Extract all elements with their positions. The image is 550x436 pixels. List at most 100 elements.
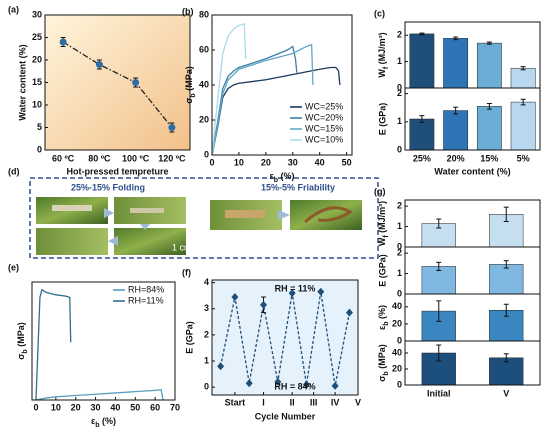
y-tick-label: 0 xyxy=(397,379,402,389)
y-tick-label: 0 xyxy=(204,149,209,159)
legend-label: WC=25% xyxy=(305,101,343,111)
marker xyxy=(274,377,282,386)
bar xyxy=(443,110,469,151)
series-line xyxy=(219,291,351,386)
y-axis-label: Wf (MJ/m³) xyxy=(377,32,390,77)
marker xyxy=(260,300,268,309)
y-axis-label: εb (%) xyxy=(377,305,390,330)
label-part: f xyxy=(383,66,390,69)
plot-frame xyxy=(44,14,191,151)
plot-frame xyxy=(404,87,541,151)
label-part: W xyxy=(377,237,387,246)
plot-background xyxy=(45,15,190,150)
marker xyxy=(59,38,67,46)
y-tick-label: 5 xyxy=(37,122,42,132)
x-tick-label: 100 ºC xyxy=(122,153,150,163)
legend-label: WC=20% xyxy=(305,112,343,122)
y-tick-label: 1 xyxy=(397,116,402,126)
x-axis-label: Cycle Number xyxy=(255,411,316,421)
y-tick-label: 0 xyxy=(397,82,402,92)
x-tick-label: 10 xyxy=(234,157,244,167)
panel-label: (a) xyxy=(8,4,19,14)
x-tick-label: IV xyxy=(331,397,340,407)
label-part: σ xyxy=(16,354,26,360)
label-part: b xyxy=(383,321,390,325)
scale-bar-label: 1 cm xyxy=(172,242,192,252)
arrow xyxy=(140,224,150,230)
label-part: b xyxy=(190,93,197,97)
y-tick-label: 0 xyxy=(397,241,402,251)
y-tick-label: 20 xyxy=(32,54,42,64)
label-part: (MJ/m³) xyxy=(377,201,387,236)
y-axis-label: E (GPa) xyxy=(184,321,194,354)
marker xyxy=(302,380,310,389)
x-tick-label: 120 ºC xyxy=(158,153,186,163)
y-axis-label: E (GPa) xyxy=(377,254,387,287)
label-part: W xyxy=(377,69,387,78)
bar xyxy=(409,118,435,151)
arrow xyxy=(278,210,290,220)
x-tick-label: III xyxy=(310,397,318,407)
y-tick-label: 0 xyxy=(397,335,402,345)
marker xyxy=(132,79,140,86)
y-tick-label: 1 xyxy=(204,355,209,365)
panel-label: (d) xyxy=(8,166,20,176)
legend-label: RH=11% xyxy=(128,295,164,305)
panel-label: (e) xyxy=(8,262,19,272)
label-part: f xyxy=(383,235,390,238)
x-tick-label: II xyxy=(290,397,295,407)
legend-label: WC=10% xyxy=(305,134,343,144)
series-line xyxy=(35,288,72,401)
label-part: (MJ/m³) xyxy=(377,32,387,67)
x-tick-label: 50 xyxy=(342,157,352,167)
label-part: (MPa) xyxy=(16,322,26,349)
y-tick-label: 1 xyxy=(397,268,402,278)
series-line xyxy=(62,41,173,128)
y-tick-label: 20 xyxy=(392,363,402,373)
marker xyxy=(288,289,296,298)
bar xyxy=(443,38,469,89)
plot-frame xyxy=(31,281,176,401)
x-tick-label: 0 xyxy=(209,157,214,167)
label-part: (%) xyxy=(278,171,295,181)
x-tick-label: 30 xyxy=(288,157,298,167)
y-tick-label: 40 xyxy=(199,79,209,89)
y-tick-label: 80 xyxy=(199,9,209,19)
label-part: σ xyxy=(184,98,194,104)
y-tick-label: 2 xyxy=(397,88,402,98)
y-tick-label: 2 xyxy=(397,248,402,258)
y-axis-label: E (GPa) xyxy=(377,103,387,136)
photo-title: 25%-15% Folding xyxy=(71,182,145,192)
x-tick-label: I xyxy=(262,397,265,407)
photo-sample xyxy=(225,210,265,218)
y-tick-label: 2 xyxy=(397,30,402,40)
photo xyxy=(290,200,362,230)
y-tick-label: 0 xyxy=(204,382,209,392)
x-tick-label: Initial xyxy=(427,388,451,398)
y-tick-label: 2 xyxy=(397,201,402,211)
x-tick-label: 25% xyxy=(413,153,431,163)
x-tick-label: 10 xyxy=(51,402,61,412)
label-part: b xyxy=(383,371,390,375)
marker xyxy=(245,379,253,388)
y-tick-label: 40 xyxy=(392,301,402,311)
photo-sample xyxy=(130,208,164,213)
y-tick-label: 10 xyxy=(32,99,42,109)
annotation: RH = 84% xyxy=(274,381,315,391)
marker xyxy=(217,362,225,371)
photo xyxy=(114,228,186,255)
x-tick-label: 20% xyxy=(447,153,465,163)
marker xyxy=(317,287,325,296)
x-tick-label: 15% xyxy=(480,153,498,163)
label-part: ε xyxy=(269,171,274,181)
series-line xyxy=(211,22,247,156)
x-tick-label: 30 xyxy=(91,402,101,412)
legend-label: RH=84% xyxy=(128,284,164,294)
label-part: (%) xyxy=(100,416,117,426)
x-tick-label: 5% xyxy=(517,153,530,163)
x-axis-label: Hot-pressed tempreture xyxy=(66,166,168,176)
y-tick-label: 0 xyxy=(397,144,402,154)
label-part: b xyxy=(274,177,278,184)
x-tick-label: 0 xyxy=(33,402,38,412)
